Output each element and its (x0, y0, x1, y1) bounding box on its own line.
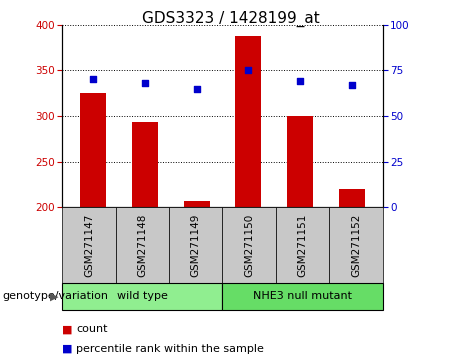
Point (348, 82, 355, 88)
Text: percentile rank within the sample: percentile rank within the sample (76, 344, 264, 354)
Text: GSM271151: GSM271151 (297, 213, 307, 277)
Text: wild type: wild type (117, 291, 168, 302)
Text: GSM271150: GSM271150 (244, 213, 254, 277)
Text: GSM271152: GSM271152 (351, 213, 361, 277)
Bar (132, 122, 158, 354)
Text: NHE3 null mutant: NHE3 null mutant (253, 291, 352, 302)
Bar (287, 116, 313, 354)
Text: GSM271147: GSM271147 (84, 213, 94, 277)
Text: GDS3323 / 1428199_at: GDS3323 / 1428199_at (142, 11, 319, 27)
Point (296, 79, 304, 84)
Point (245, 68, 252, 73)
Text: genotype/variation: genotype/variation (2, 291, 108, 302)
Bar (183, 201, 209, 354)
Text: GSM271149: GSM271149 (191, 213, 201, 277)
Bar (80, 93, 106, 354)
Text: GSM271148: GSM271148 (137, 213, 148, 277)
Text: count: count (76, 324, 107, 334)
Text: ■: ■ (62, 344, 73, 354)
Point (193, 86, 200, 91)
Bar (339, 189, 365, 354)
Point (141, 80, 148, 86)
Point (89, 77, 97, 82)
Bar (236, 36, 261, 354)
Text: ■: ■ (62, 324, 73, 334)
Text: ▶: ▶ (50, 291, 58, 302)
